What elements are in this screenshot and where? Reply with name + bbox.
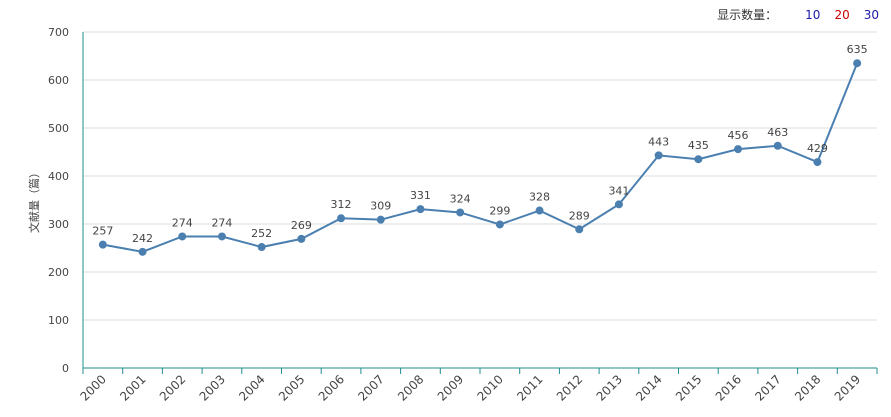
- data-label: 242: [132, 232, 153, 245]
- data-label: 456: [728, 129, 749, 142]
- x-tick-label: 2000: [77, 372, 108, 403]
- data-point: [297, 234, 306, 243]
- x-tick-label: 2001: [117, 372, 148, 403]
- x-tick-label: 2011: [514, 372, 545, 403]
- display-count-option-30[interactable]: 30: [863, 7, 879, 22]
- data-label: 324: [450, 192, 471, 205]
- x-tick-label: 2012: [554, 372, 585, 403]
- y-axis-title: 文献量（篇）: [27, 167, 41, 233]
- data-label: 328: [529, 191, 550, 204]
- x-tick-label: 2008: [395, 372, 426, 403]
- data-label: 443: [648, 135, 669, 148]
- x-tick-label: 2017: [752, 372, 783, 403]
- data-point: [217, 232, 226, 241]
- data-label: 435: [688, 139, 709, 152]
- y-tick-label: 200: [48, 266, 69, 279]
- data-point: [773, 141, 782, 150]
- data-label: 309: [370, 200, 391, 213]
- data-point: [138, 247, 147, 256]
- x-tick-label: 2006: [316, 372, 347, 403]
- data-label: 463: [767, 126, 788, 139]
- x-tick-label: 2018: [792, 372, 823, 403]
- x-tick-label: 2005: [276, 372, 307, 403]
- data-label: 635: [847, 43, 868, 56]
- data-point: [853, 59, 862, 68]
- y-tick-label: 400: [48, 170, 69, 183]
- x-tick-label: 2013: [594, 372, 625, 403]
- x-tick-label: 2002: [157, 372, 188, 403]
- x-tick-label: 2009: [435, 372, 466, 403]
- data-point: [694, 155, 703, 164]
- x-tick-label: 2014: [633, 372, 664, 403]
- display-count-label: 显示数量：: [717, 8, 778, 22]
- data-point: [98, 240, 107, 249]
- data-point: [257, 243, 266, 252]
- data-label: 312: [331, 198, 352, 211]
- data-label: 429: [807, 142, 828, 155]
- data-point: [734, 145, 743, 154]
- x-tick-label: 2007: [355, 372, 386, 403]
- data-point: [337, 214, 346, 223]
- data-point: [376, 215, 385, 224]
- x-tick-label: 2004: [236, 372, 267, 403]
- y-tick-label: 100: [48, 314, 69, 327]
- x-tick-label: 2016: [713, 372, 744, 403]
- y-tick-label: 500: [48, 122, 69, 135]
- display-count-option-10[interactable]: 10: [805, 7, 821, 22]
- data-point: [416, 205, 425, 214]
- data-point: [178, 232, 187, 241]
- data-label: 289: [569, 209, 590, 222]
- y-tick-label: 600: [48, 74, 69, 87]
- x-tick-label: 2010: [474, 372, 505, 403]
- data-point: [654, 151, 663, 160]
- data-point: [813, 158, 822, 167]
- data-label: 274: [172, 216, 193, 229]
- series-line: [102, 62, 859, 253]
- data-point: [614, 200, 623, 209]
- display-count-option-20[interactable]: 20: [834, 7, 850, 22]
- data-point: [575, 225, 584, 234]
- y-tick-label: 0: [62, 362, 69, 375]
- y-tick-label: 700: [48, 26, 69, 39]
- display-count-selector: 显示数量： 10 20 30: [717, 6, 879, 23]
- x-tick-label: 2015: [673, 372, 704, 403]
- data-label: 341: [608, 184, 629, 197]
- data-label: 252: [251, 227, 272, 240]
- y-tick-label: 300: [48, 218, 69, 231]
- data-label: 331: [410, 189, 431, 202]
- data-point: [456, 208, 465, 217]
- data-label: 269: [291, 219, 312, 232]
- data-label: 299: [489, 204, 510, 217]
- x-tick-label: 2003: [197, 372, 228, 403]
- data-point: [495, 220, 504, 229]
- data-label: 257: [92, 225, 113, 238]
- x-tick-label: 2019: [832, 372, 863, 403]
- data-label: 274: [211, 216, 232, 229]
- data-point: [535, 206, 544, 215]
